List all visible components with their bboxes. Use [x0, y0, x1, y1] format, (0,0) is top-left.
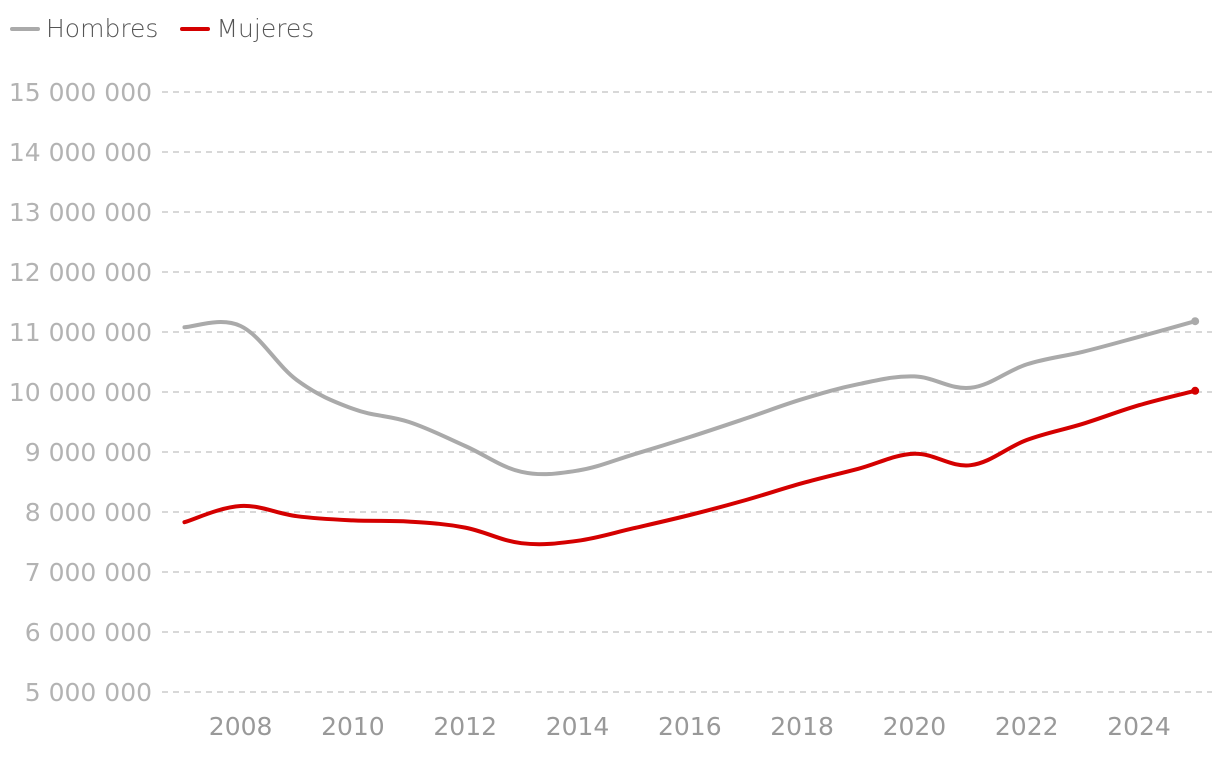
x-tick-label: 2016 — [658, 712, 722, 741]
data-point-mujeres — [1191, 386, 1200, 395]
data-point-mujeres — [800, 481, 804, 485]
data-point-mujeres — [295, 514, 299, 518]
data-point-hombres — [856, 382, 860, 386]
x-axis-tick-labels: 2008 2010 2012 2014 2016 2018 2020 2022 2024 — [209, 712, 1171, 741]
legend-label-mujeres: Mujeres — [216, 14, 315, 43]
data-point-mujeres — [519, 541, 523, 545]
y-tick-label: 14 000 000 — [9, 138, 152, 167]
data-point-hombres — [239, 324, 243, 328]
data-point-hombres — [1191, 317, 1200, 326]
data-point-mujeres — [1137, 403, 1141, 407]
data-point-hombres — [1025, 362, 1029, 366]
y-tick-label: 10 000 000 — [9, 378, 152, 407]
data-point-hombres — [463, 444, 467, 448]
data-point-hombres — [407, 420, 411, 424]
legend: Hombres Mujeres — [10, 14, 314, 43]
y-tick-label: 11 000 000 — [9, 318, 152, 347]
legend-swatch-hombres — [10, 26, 40, 31]
y-tick-label: 13 000 000 — [9, 198, 152, 227]
series-lines — [182, 317, 1200, 547]
data-point-mujeres — [632, 526, 636, 530]
data-point-mujeres — [969, 463, 973, 467]
y-tick-label: 8 000 000 — [25, 498, 152, 527]
data-point-hombres — [1137, 335, 1141, 339]
x-tick-label: 2022 — [995, 712, 1059, 741]
legend-item-hombres: Hombres — [10, 14, 158, 43]
legend-item-mujeres: Mujeres — [180, 14, 314, 43]
data-point-mujeres — [407, 520, 411, 524]
data-point-hombres — [1081, 350, 1085, 354]
x-tick-label: 2012 — [433, 712, 497, 741]
data-point-mujeres — [351, 518, 355, 522]
series-line-mujeres — [182, 388, 1198, 547]
data-point-hombres — [688, 435, 692, 439]
data-point-hombres — [519, 470, 523, 474]
data-point-hombres — [351, 407, 355, 411]
data-point-hombres — [744, 416, 748, 420]
x-tick-label: 2018 — [770, 712, 834, 741]
data-point-mujeres — [744, 498, 748, 502]
x-tick-label: 2008 — [209, 712, 273, 741]
data-point-mujeres — [1025, 438, 1029, 442]
data-point-hombres — [800, 397, 804, 401]
y-tick-label: 7 000 000 — [25, 558, 152, 587]
legend-swatch-mujeres — [180, 26, 211, 31]
data-point-mujeres — [912, 452, 916, 456]
y-tick-label: 5 000 000 — [25, 678, 152, 707]
data-point-mujeres — [1081, 422, 1085, 426]
gridlines — [162, 91, 1212, 693]
data-point-hombres — [632, 452, 636, 456]
data-point-mujeres — [239, 504, 243, 508]
legend-label-hombres: Hombres — [46, 14, 159, 43]
series-line-hombres — [182, 319, 1198, 477]
x-tick-label: 2014 — [546, 712, 610, 741]
y-tick-label: 15 000 000 — [9, 78, 152, 107]
y-tick-label: 9 000 000 — [25, 438, 152, 467]
data-point-hombres — [295, 378, 299, 382]
y-axis-tick-labels: 15 000 000 14 000 000 13 000 000 12 000 000… — [9, 78, 152, 707]
x-tick-label: 2020 — [883, 712, 947, 741]
x-tick-label: 2010 — [321, 712, 385, 741]
data-point-hombres — [576, 469, 580, 473]
data-point-mujeres — [182, 520, 186, 524]
data-point-mujeres — [576, 539, 580, 543]
data-point-hombres — [912, 374, 916, 378]
x-tick-label: 2024 — [1107, 712, 1171, 741]
data-point-mujeres — [688, 513, 692, 517]
data-point-mujeres — [856, 467, 860, 471]
y-tick-label: 6 000 000 — [25, 618, 152, 647]
data-point-hombres — [969, 386, 973, 390]
y-tick-label: 12 000 000 — [9, 258, 152, 287]
data-point-hombres — [182, 325, 186, 329]
data-point-mujeres — [463, 526, 467, 530]
